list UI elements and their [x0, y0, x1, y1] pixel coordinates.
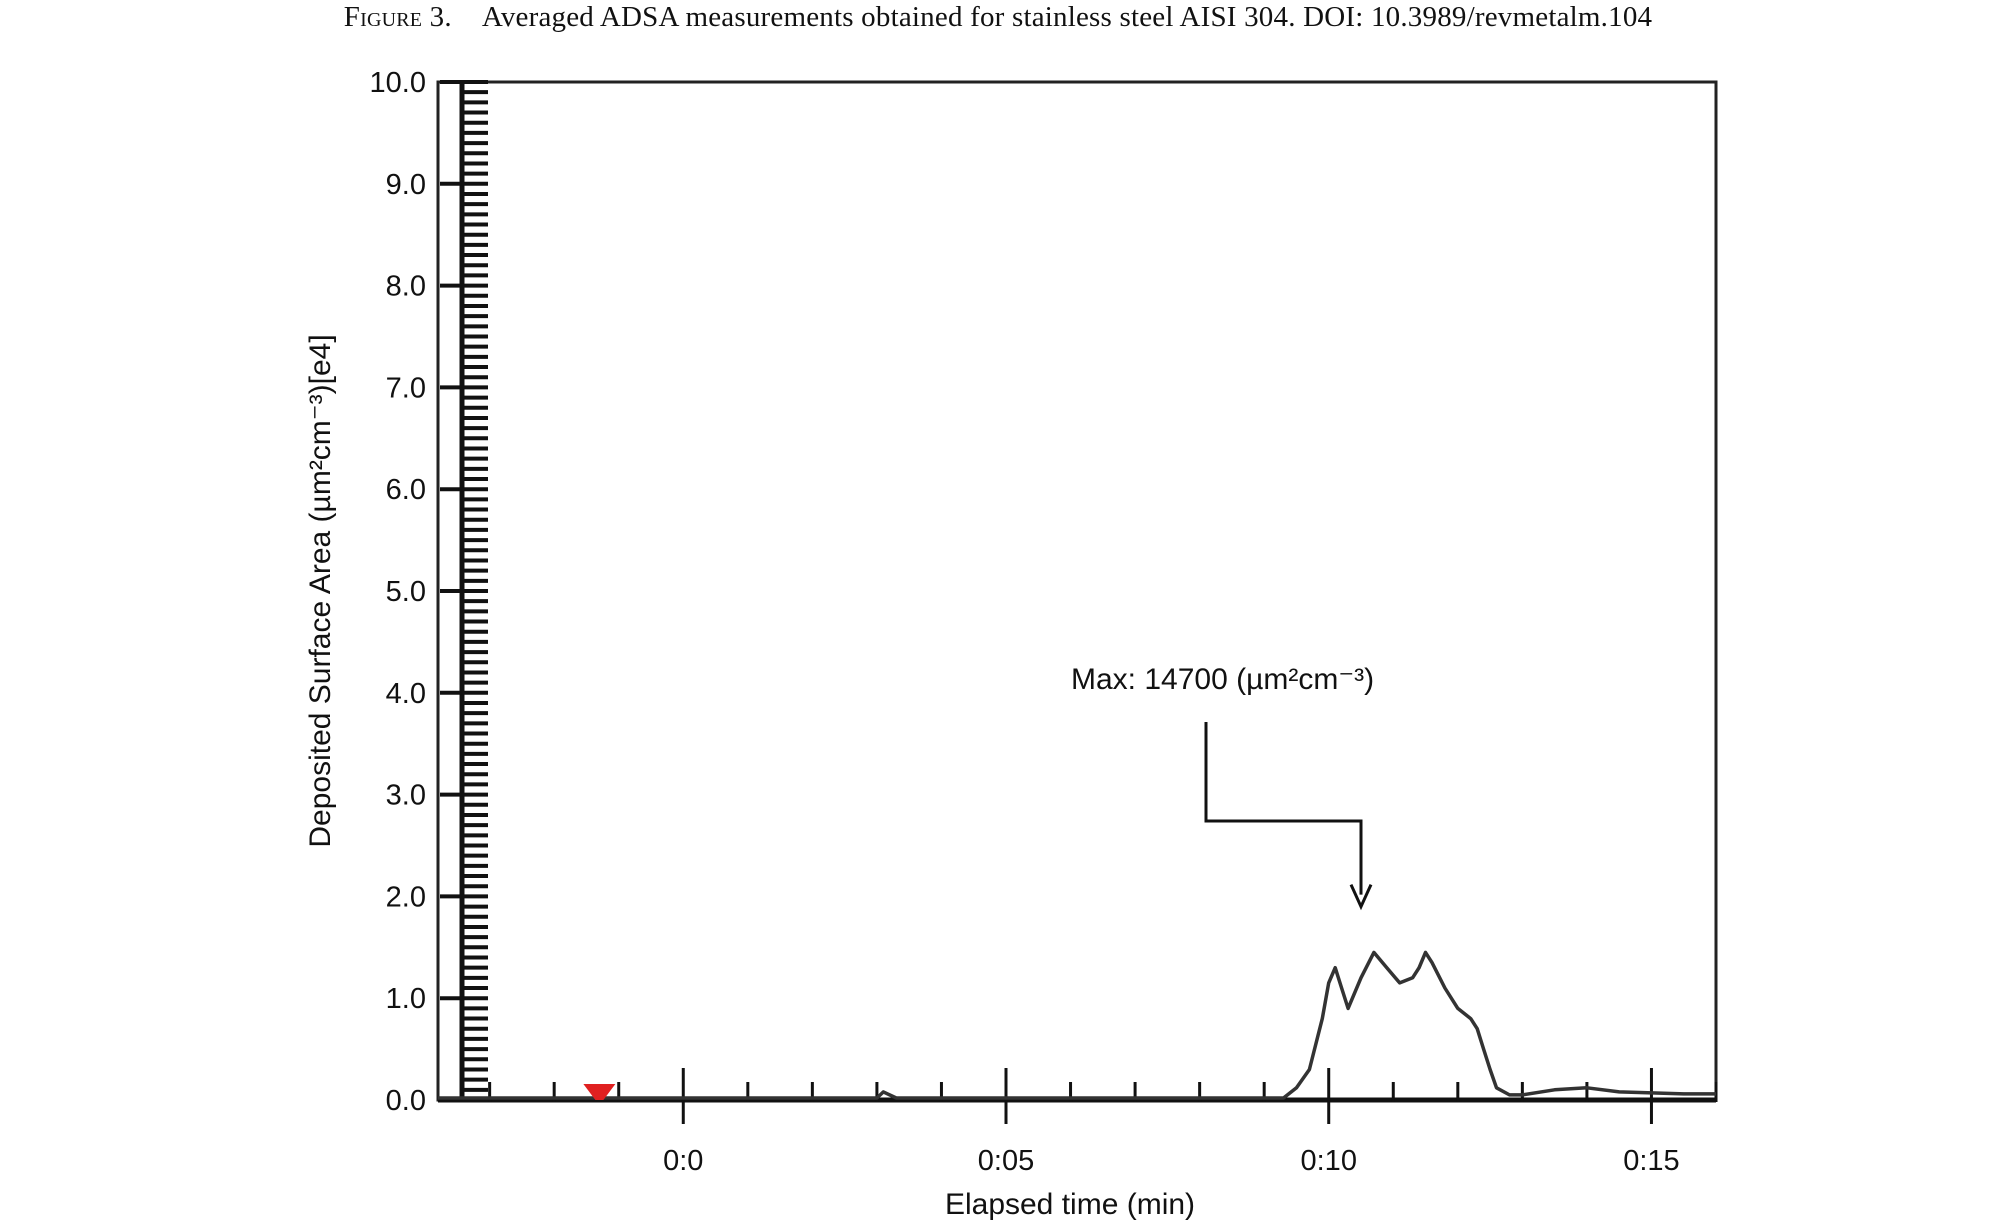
y-axis-label: Deposited Surface Area (µm²cm⁻³)[e4] — [304, 334, 337, 847]
y-tick-label: 10.0 — [370, 67, 426, 99]
y-tick-label: 6.0 — [386, 474, 426, 506]
y-tick-label: 8.0 — [386, 271, 426, 303]
y-tick-label: 1.0 — [386, 983, 426, 1015]
y-tick-label: 0.0 — [386, 1085, 426, 1117]
y-tick-label: 4.0 — [386, 678, 426, 710]
y-tick-label: 7.0 — [386, 372, 426, 404]
annotation-arrowhead — [1349, 883, 1373, 911]
y-tick-label: 2.0 — [386, 881, 426, 913]
y-tick-label: 5.0 — [386, 576, 426, 608]
series-layer — [438, 950, 1716, 1100]
figure-label: Figure 3. — [343, 1, 452, 33]
figure-caption: Figure 3. Averaged ADSA measurements obta… — [0, 0, 1996, 34]
y-minor-ticks — [462, 90, 488, 1092]
y-tick-label: 3.0 — [386, 780, 426, 812]
x-axis-label: Elapsed time (min) — [945, 1188, 1195, 1221]
y-axis: 0.0 1.0 2.0 3.0 4.0 5.0 6.0 7.0 8.0 9.0 10.0 — [370, 67, 488, 1117]
x-tick-label: 0:15 — [1623, 1145, 1679, 1177]
annotation-label: Max: 14700 (µm²cm⁻³) — [1071, 663, 1374, 696]
data-marker — [583, 1084, 616, 1100]
x-axis: 0:0 0:05 0:10 0:15 — [438, 1068, 1718, 1177]
series-line — [438, 950, 1716, 1100]
annotation-layer: Max: 14700 (µm²cm⁻³) — [1071, 663, 1374, 911]
plot-frame — [436, 80, 1718, 1102]
annotation-leader-line — [1204, 722, 1363, 895]
y-tick-label: 9.0 — [386, 169, 426, 201]
x-tick-label: 0:0 — [663, 1145, 703, 1177]
x-tick-label: 0:10 — [1301, 1145, 1357, 1177]
x-tick-label: 0:05 — [978, 1145, 1034, 1177]
figure-caption-text: Averaged ADSA measurements obtained for … — [481, 1, 1653, 33]
